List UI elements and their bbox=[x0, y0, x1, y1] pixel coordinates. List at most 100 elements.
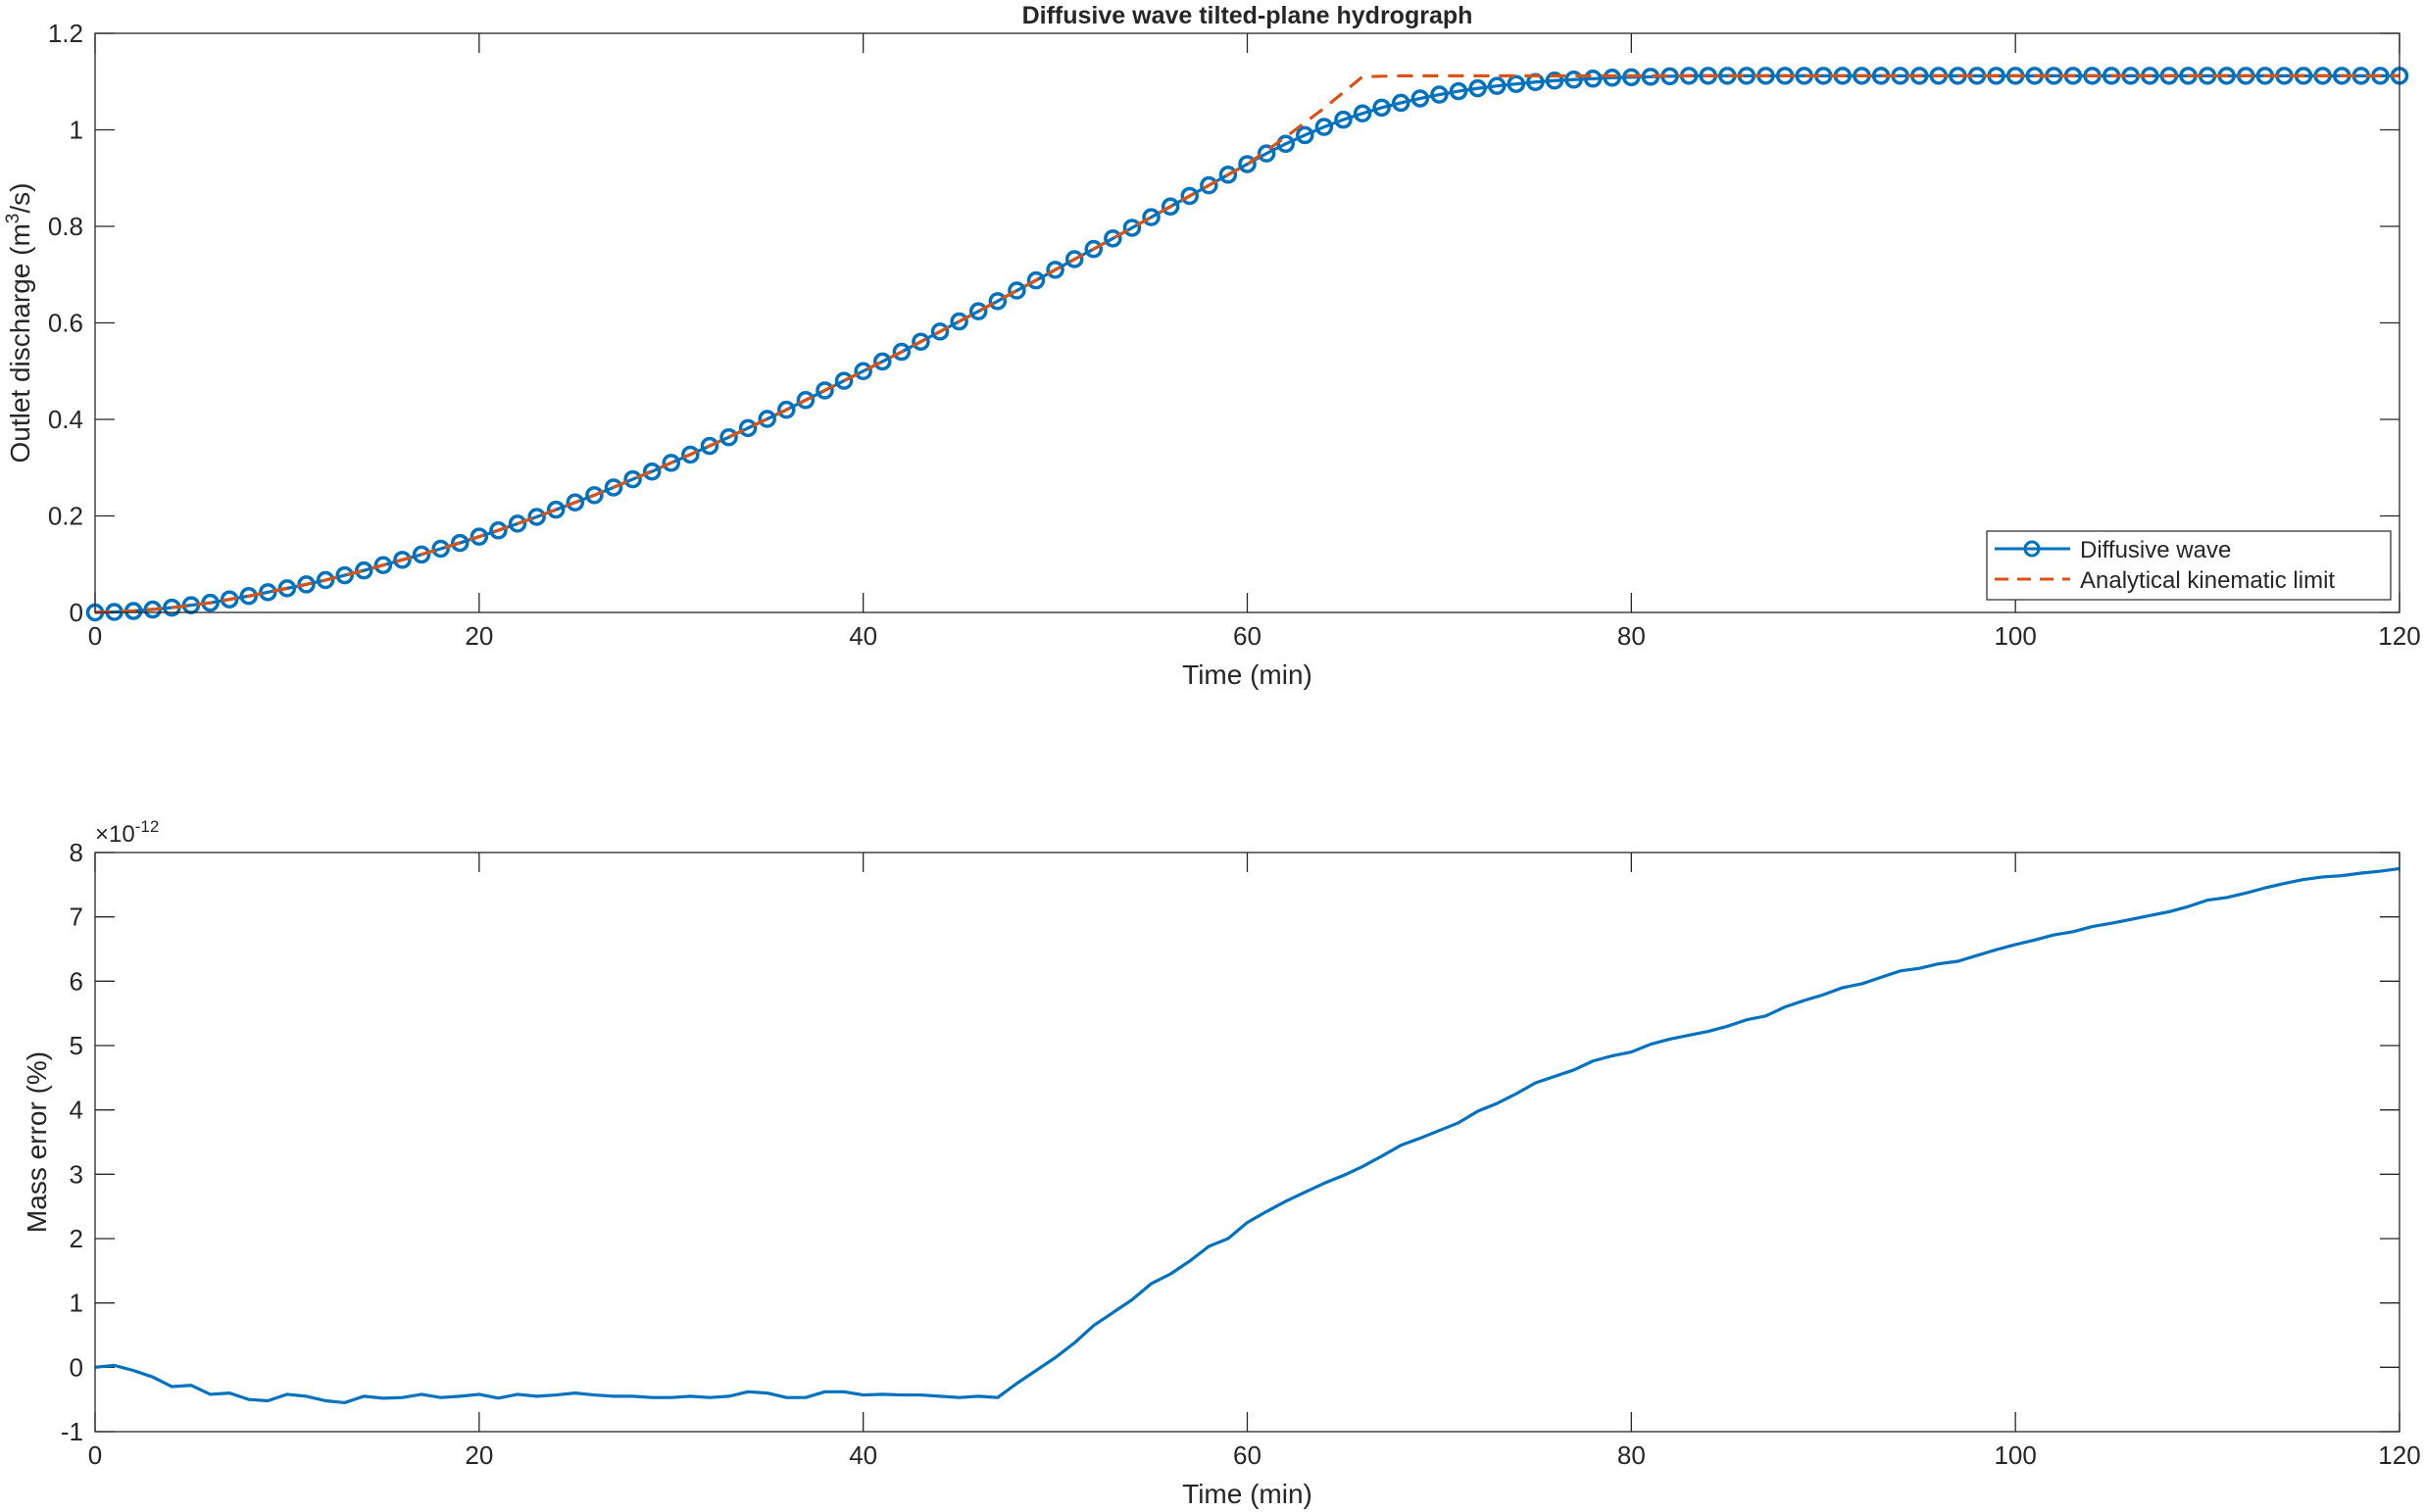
data-point-diffusive-wave bbox=[604, 478, 623, 497]
data-point-diffusive-wave bbox=[1142, 208, 1161, 226]
y-axis-label: Outlet discharge (m3/s) bbox=[3, 182, 35, 463]
x-tick-label: 0 bbox=[88, 621, 102, 651]
data-point-diffusive-wave bbox=[796, 391, 816, 410]
data-point-diffusive-wave bbox=[950, 312, 968, 331]
x-tick-label: 100 bbox=[1994, 621, 2036, 651]
data-point-diffusive-wave bbox=[508, 514, 527, 533]
legend-marker-diffusive-wave bbox=[2023, 540, 2041, 558]
x-tick-label: 20 bbox=[465, 1440, 493, 1470]
chart-title: Diffusive wave tilted-plane hydrograph bbox=[1022, 2, 1473, 29]
data-point-diffusive-wave bbox=[1507, 74, 1526, 93]
data-point-diffusive-wave bbox=[816, 381, 834, 400]
y-tick-label: -1 bbox=[61, 1417, 83, 1446]
y-axis-label-main: Outlet discharge (m bbox=[5, 223, 35, 463]
legend-label-analytical-kinematic-limit: Analytical kinematic limit bbox=[2080, 567, 2335, 594]
x-tick-label: 20 bbox=[465, 621, 493, 651]
data-point-diffusive-wave bbox=[1430, 85, 1449, 104]
data-point-diffusive-wave bbox=[1583, 70, 1603, 88]
data-point-diffusive-wave bbox=[1372, 98, 1391, 118]
x-axis-label: Time (min) bbox=[1182, 659, 1312, 690]
data-point-diffusive-wave bbox=[1104, 229, 1122, 248]
hydrograph-chart: Diffusive wave tilted-plane hydrograph 0… bbox=[3, 2, 2421, 690]
data-point-diffusive-wave bbox=[1180, 186, 1199, 206]
y-tick-label: 4 bbox=[70, 1096, 83, 1125]
data-point-diffusive-wave bbox=[1084, 239, 1104, 259]
data-point-diffusive-wave bbox=[1161, 197, 1180, 217]
data-point-diffusive-wave bbox=[1064, 250, 1084, 268]
y-tick-label: 0 bbox=[70, 598, 83, 627]
plot-frame bbox=[94, 852, 2400, 1433]
data-point-diffusive-wave bbox=[988, 292, 1008, 311]
data-point-diffusive-wave bbox=[393, 551, 412, 569]
y-axis-label: Mass error (%) bbox=[22, 1051, 52, 1233]
y-tick-label: 5 bbox=[70, 1031, 83, 1060]
x-tick-label: 80 bbox=[1617, 1440, 1646, 1470]
data-point-diffusive-wave bbox=[930, 322, 950, 341]
series-line-mass-error bbox=[94, 866, 2400, 1405]
data-point-diffusive-wave bbox=[527, 508, 546, 526]
x-tick-label: 60 bbox=[1233, 1440, 1261, 1470]
y-tick-label: 8 bbox=[70, 838, 83, 867]
data-point-diffusive-wave bbox=[681, 445, 700, 464]
data-point-diffusive-wave bbox=[450, 533, 470, 553]
data-point-diffusive-wave bbox=[1026, 270, 1046, 290]
data-point-diffusive-wave bbox=[373, 556, 393, 574]
data-point-diffusive-wave bbox=[1564, 71, 1583, 89]
y-tick-label: 0.8 bbox=[48, 212, 83, 241]
data-point-diffusive-wave bbox=[355, 561, 373, 580]
data-point-diffusive-wave bbox=[566, 493, 585, 512]
data-point-diffusive-wave bbox=[854, 362, 872, 380]
data-point-diffusive-wave bbox=[758, 410, 776, 428]
data-point-diffusive-wave bbox=[1468, 78, 1487, 98]
y-tick-label: 0 bbox=[70, 1352, 83, 1382]
data-point-diffusive-wave bbox=[738, 418, 758, 438]
data-point-diffusive-wave bbox=[662, 454, 680, 472]
y-tick-label: 0.4 bbox=[48, 405, 83, 434]
data-point-diffusive-wave bbox=[1334, 110, 1353, 129]
data-point-diffusive-wave bbox=[1296, 125, 1314, 145]
x-axis-label: Time (min) bbox=[1182, 1479, 1312, 1509]
data-point-diffusive-wave bbox=[777, 400, 796, 419]
x-tick-label: 100 bbox=[1994, 1440, 2036, 1470]
y-tick-label: 1 bbox=[70, 1289, 83, 1318]
legend-box bbox=[1986, 530, 2392, 601]
x-tick-label: 120 bbox=[2378, 621, 2420, 651]
y-tick-label: 6 bbox=[70, 966, 83, 996]
data-point-diffusive-wave bbox=[1487, 76, 1507, 95]
series-line-analytical-kinematic-limit bbox=[94, 73, 2399, 614]
y-tick-label: 3 bbox=[70, 1159, 83, 1189]
data-point-diffusive-wave bbox=[1353, 104, 1372, 123]
data-point-diffusive-wave bbox=[1008, 281, 1026, 300]
x-tick-label: 0 bbox=[88, 1440, 102, 1470]
y-tick-label: 2 bbox=[70, 1224, 83, 1253]
plot-frame bbox=[94, 32, 2400, 613]
data-point-diffusive-wave bbox=[546, 500, 566, 519]
data-point-diffusive-wave bbox=[912, 332, 930, 351]
exponent-power: -12 bbox=[135, 817, 160, 836]
x-tick-label: 40 bbox=[849, 621, 877, 651]
data-point-diffusive-wave bbox=[642, 462, 662, 481]
x-axis-ticks: 0 20 40 60 80 100 120 bbox=[88, 853, 2421, 1470]
y-tick-label: 1.2 bbox=[48, 19, 83, 48]
y-axis-exponent-label: ×10-12 bbox=[95, 817, 159, 848]
data-point-diffusive-wave bbox=[431, 539, 450, 559]
data-point-diffusive-wave bbox=[335, 565, 354, 585]
data-point-diffusive-wave bbox=[1410, 89, 1430, 108]
x-tick-label: 40 bbox=[849, 1440, 877, 1470]
data-point-diffusive-wave bbox=[1200, 175, 1218, 195]
x-axis-ticks: 0 20 40 60 80 100 120 bbox=[88, 33, 2421, 651]
data-point-diffusive-wave bbox=[1449, 81, 1468, 101]
legend: Diffusive wave Analytical kinematic limi… bbox=[1986, 530, 2392, 601]
x-tick-label: 60 bbox=[1233, 621, 1261, 651]
data-point-diffusive-wave bbox=[1603, 69, 1621, 87]
data-point-diffusive-wave bbox=[834, 371, 854, 390]
y-tick-label: 0.6 bbox=[48, 309, 83, 338]
y-axis-ticks: -1 0 1 2 3 4 5 6 7 8 bbox=[61, 838, 2399, 1446]
data-point-diffusive-wave bbox=[1218, 166, 1238, 184]
data-point-diffusive-wave bbox=[470, 527, 489, 546]
data-point-diffusive-wave bbox=[1238, 155, 1257, 173]
data-point-diffusive-wave bbox=[585, 486, 604, 505]
y-tick-label: 1 bbox=[70, 116, 83, 145]
